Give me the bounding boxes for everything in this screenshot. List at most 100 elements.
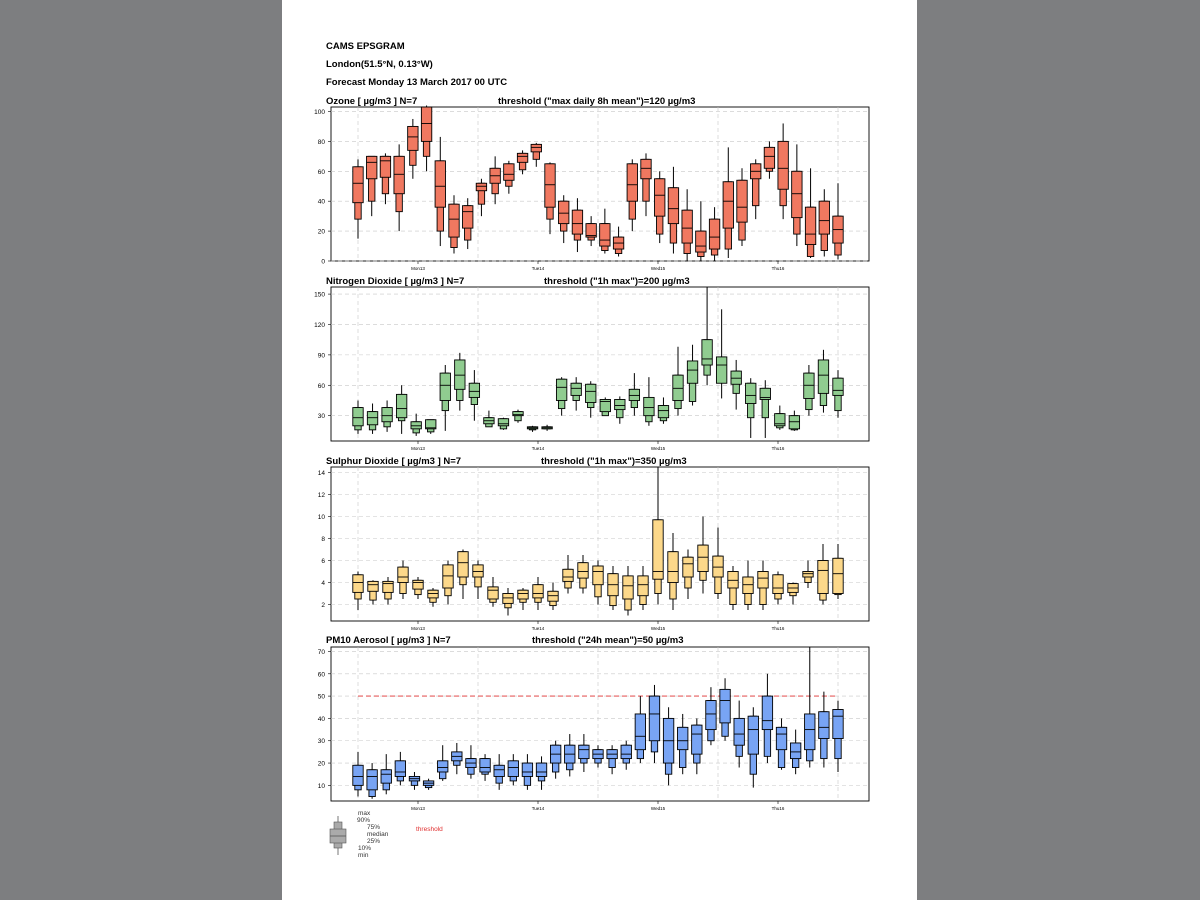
x-tick-label: Thu16 <box>772 266 785 271</box>
box-inner-25-75 <box>507 760 519 777</box>
legend-min: min <box>358 852 369 859</box>
box-inner-25-75 <box>832 377 844 396</box>
box-inner-25-75 <box>493 764 505 777</box>
y-tick-label: 14 <box>318 470 326 477</box>
box-inner-25-75 <box>558 200 570 225</box>
y-tick-label: 10 <box>318 783 326 790</box>
x-tick-label: Mon13 <box>411 266 425 271</box>
box-inner-25-75 <box>832 709 844 739</box>
box-inner-25-75 <box>657 405 670 419</box>
y-tick-label: 90 <box>318 352 326 359</box>
so2-panel-title: Sulphur Dioxide [ µg/m3 ] N=7 <box>326 456 462 467</box>
box-inner-25-75 <box>585 383 597 403</box>
box-inner-25-75 <box>622 575 634 600</box>
box-inner-25-75 <box>517 589 529 600</box>
box-inner-25-75 <box>585 223 597 238</box>
box-inner-25-75 <box>672 374 684 401</box>
box-inner-25-75 <box>745 382 757 404</box>
y-tick-label: 80 <box>318 139 326 146</box>
y-tick-label: 100 <box>314 109 325 116</box>
box-inner-25-75 <box>667 551 679 583</box>
box-inner-25-75 <box>532 584 544 599</box>
box-inner-25-75 <box>497 418 510 427</box>
y-tick-label: 30 <box>318 413 326 420</box>
box-inner-25-75 <box>412 579 424 590</box>
box-inner-25-75 <box>599 223 611 247</box>
box-inner-25-75 <box>544 163 556 208</box>
y-tick-label: 60 <box>318 169 326 176</box>
box-inner-25-75 <box>555 378 568 401</box>
box-inner-25-75 <box>434 160 446 208</box>
box-inner-25-75 <box>652 519 664 580</box>
box-inner-25-75 <box>366 411 379 426</box>
y-tick-label: 20 <box>318 229 326 236</box>
box-inner-25-75 <box>570 382 582 396</box>
box-inner-25-75 <box>468 382 481 398</box>
y-tick-label: 120 <box>314 322 325 329</box>
x-tick-label: Wed15 <box>651 266 666 271</box>
box-inner-25-75 <box>366 769 378 791</box>
y-tick-label: 10 <box>318 514 326 521</box>
box-inner-25-75 <box>719 688 731 724</box>
x-tick-label: Tue14 <box>532 266 545 271</box>
y-tick-label: 50 <box>318 694 326 701</box>
y-tick-label: 4 <box>321 580 325 587</box>
box-inner-25-75 <box>535 762 548 777</box>
box-inner-25-75 <box>667 187 680 225</box>
box-inner-25-75 <box>393 155 405 195</box>
box-inner-25-75 <box>817 560 829 594</box>
box-inner-25-75 <box>818 711 830 739</box>
legend-75: 75% <box>367 824 381 831</box>
box-inner-25-75 <box>394 760 407 777</box>
box-inner-25-75 <box>804 206 817 246</box>
box-inner-25-75 <box>380 769 392 784</box>
y-tick-label: 70 <box>318 649 326 656</box>
box-inner-25-75 <box>479 758 491 773</box>
legend-median: median <box>367 831 389 838</box>
ozone-panel-title: Ozone [ µg/m3 ] N=7 <box>326 96 418 107</box>
box-inner-25-75 <box>442 564 454 589</box>
no2-threshold-label: threshold ("1h max")=200 µg/m3 <box>544 276 690 287</box>
box-inner-25-75 <box>562 568 574 582</box>
box-inner-25-75 <box>637 575 649 597</box>
box-inner-25-75 <box>789 742 802 760</box>
box-inner-25-75 <box>730 370 742 385</box>
box-inner-25-75 <box>352 764 364 786</box>
no2-panel-title: Nitrogen Dioxide [ µg/m3 ] N=7 <box>326 276 465 287</box>
page-title: CAMS EPSGRAM <box>326 41 405 52</box>
box-inner-25-75 <box>747 715 759 755</box>
legend-25: 25% <box>367 838 381 845</box>
y-tick-label: 0 <box>321 259 325 266</box>
box-inner-25-75 <box>397 566 409 583</box>
x-tick-label: Mon13 <box>411 806 425 811</box>
box-inner-25-75 <box>733 717 745 746</box>
y-tick-label: 20 <box>318 761 326 768</box>
box-inner-25-75 <box>547 590 559 602</box>
box-inner-25-75 <box>367 580 379 592</box>
y-tick-label: 8 <box>321 536 325 543</box>
y-tick-label: 150 <box>314 292 325 299</box>
box-inner-25-75 <box>648 695 661 742</box>
box-inner-25-75 <box>457 551 469 578</box>
pm10-panel-title: PM10 Aerosol [ µg/m3 ] N=7 <box>326 635 451 646</box>
box-inner-25-75 <box>712 555 724 578</box>
box-inner-25-75 <box>803 372 815 399</box>
box-inner-25-75 <box>742 576 754 594</box>
box-inner-25-75 <box>410 421 422 430</box>
box-inner-25-75 <box>832 557 844 594</box>
legend-90: 90% <box>357 817 371 824</box>
box-inner-25-75 <box>643 396 655 417</box>
box-inner-25-75 <box>502 593 514 604</box>
box-inner-25-75 <box>352 407 364 427</box>
box-inner-25-75 <box>772 574 784 594</box>
box-inner-25-75 <box>697 544 709 572</box>
box-inner-25-75 <box>382 580 394 593</box>
plot-frame <box>330 286 870 442</box>
box-inner-25-75 <box>705 700 717 731</box>
box-inner-25-75 <box>448 203 460 238</box>
box-inner-25-75 <box>427 589 439 599</box>
box-inner-25-75 <box>708 218 721 250</box>
x-tick-label: Thu16 <box>772 446 785 451</box>
legend-max: max <box>358 810 371 817</box>
